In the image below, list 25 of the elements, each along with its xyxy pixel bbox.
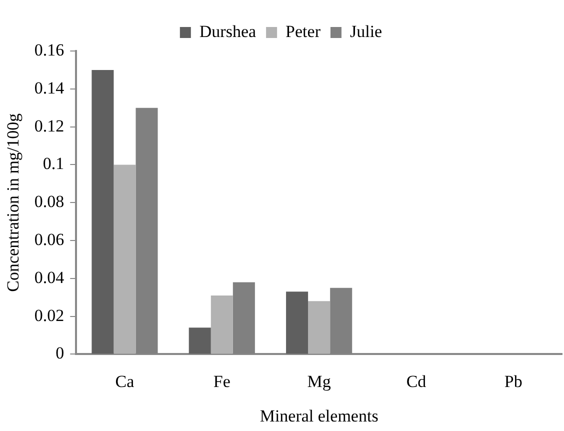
bar [92, 70, 114, 354]
y-tick-label: 0.16 [34, 40, 64, 60]
y-tick-label: 0 [56, 344, 64, 363]
y-tick-label: 0.04 [34, 268, 65, 287]
y-tick-label: 0.1 [42, 154, 64, 174]
legend-label: Durshea [199, 22, 257, 41]
x-tick-label: Fe [213, 372, 230, 391]
x-tick-label: Cd [406, 372, 427, 391]
x-axis-title: Mineral elements [260, 406, 378, 426]
bar [210, 295, 233, 354]
bar [308, 301, 330, 354]
y-axis-title: Concentration in mg/100g [4, 112, 23, 292]
bar [114, 164, 136, 354]
bar [286, 292, 308, 354]
y-tick-label: 0.12 [34, 116, 64, 136]
x-tick-label: Pb [504, 372, 522, 391]
y-tick-label: 0.06 [34, 230, 64, 249]
y-tick-label: 0.14 [34, 78, 65, 98]
legend-label: Julie [350, 22, 382, 41]
legend-label: Peter [286, 22, 321, 41]
bar [188, 328, 211, 354]
x-tick-label: Ca [115, 372, 135, 391]
y-tick-label: 0.02 [34, 306, 64, 325]
y-tick-label: 0.08 [34, 192, 64, 212]
x-tick-label: Mg [307, 372, 332, 391]
